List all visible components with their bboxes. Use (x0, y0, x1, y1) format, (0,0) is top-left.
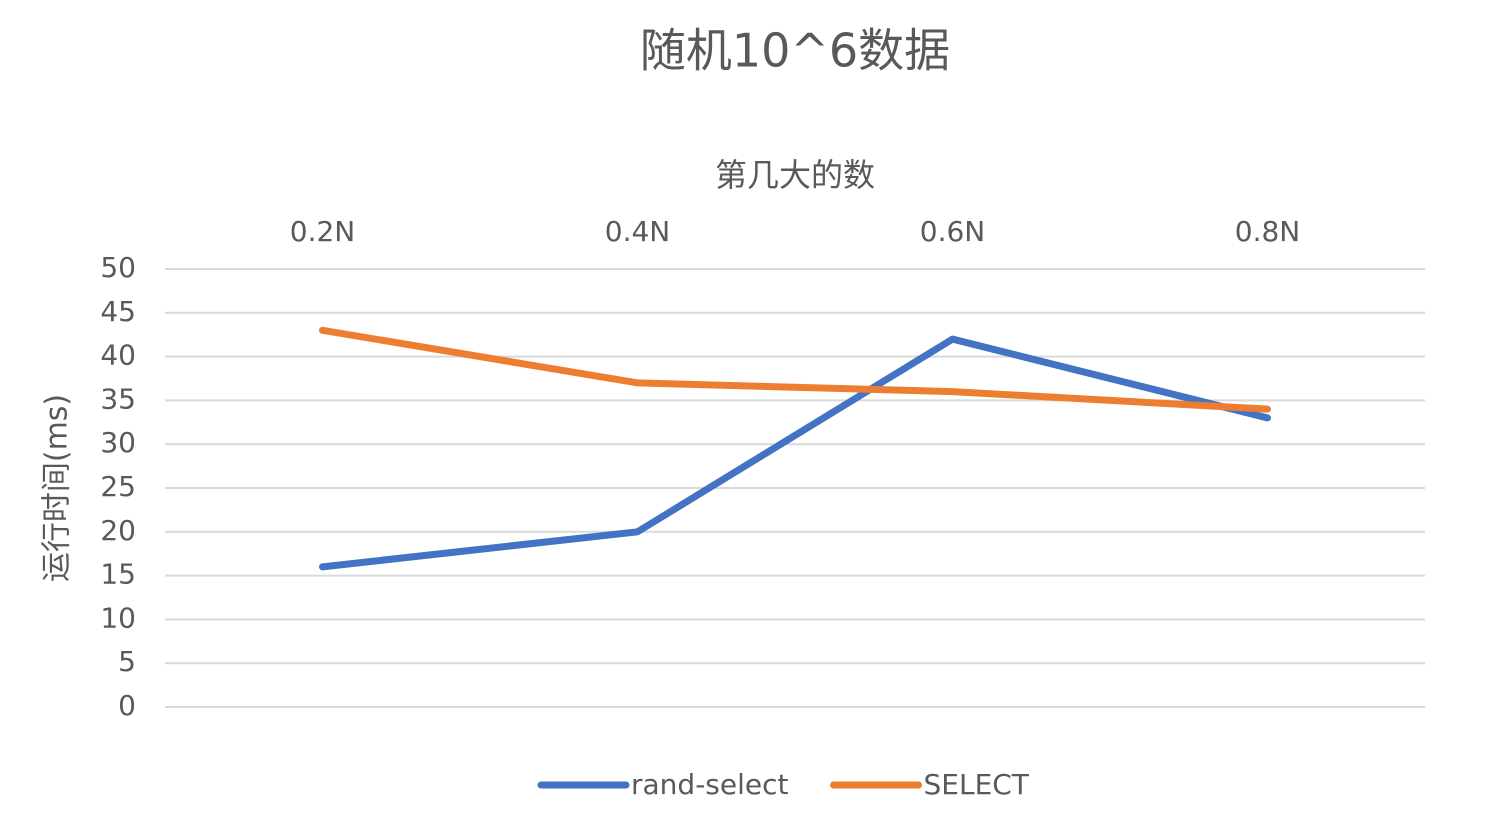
y-tick-label: 25 (100, 470, 136, 503)
y-tick-label: 50 (100, 251, 136, 284)
x-axis-title: 第几大的数 (715, 156, 875, 194)
y-axis-title: 运行时间(ms) (40, 394, 75, 582)
y-tick-label: 20 (100, 514, 136, 547)
y-tick-label: 15 (100, 558, 136, 591)
y-tick-label: 10 (100, 601, 136, 634)
line-series (319, 326, 1271, 413)
y-tick-label: 40 (100, 339, 136, 372)
y-tick-label: 45 (100, 295, 136, 328)
x-tick-label: 0.8N (1235, 215, 1300, 248)
chart-title: 随机10^6数据 (640, 24, 950, 78)
y-tick-label: 0 (118, 689, 136, 722)
x-tick-label: 0.2N (290, 215, 355, 248)
legend-label: rand-select (631, 768, 789, 801)
legend-label: SELECT (924, 768, 1030, 801)
line-series (319, 335, 1271, 571)
y-tick-label: 30 (100, 426, 136, 459)
y-tick-label: 35 (100, 382, 136, 415)
x-tick-label: 0.6N (920, 215, 985, 248)
x-tick-label: 0.4N (605, 215, 670, 248)
y-tick-label: 5 (118, 645, 136, 678)
